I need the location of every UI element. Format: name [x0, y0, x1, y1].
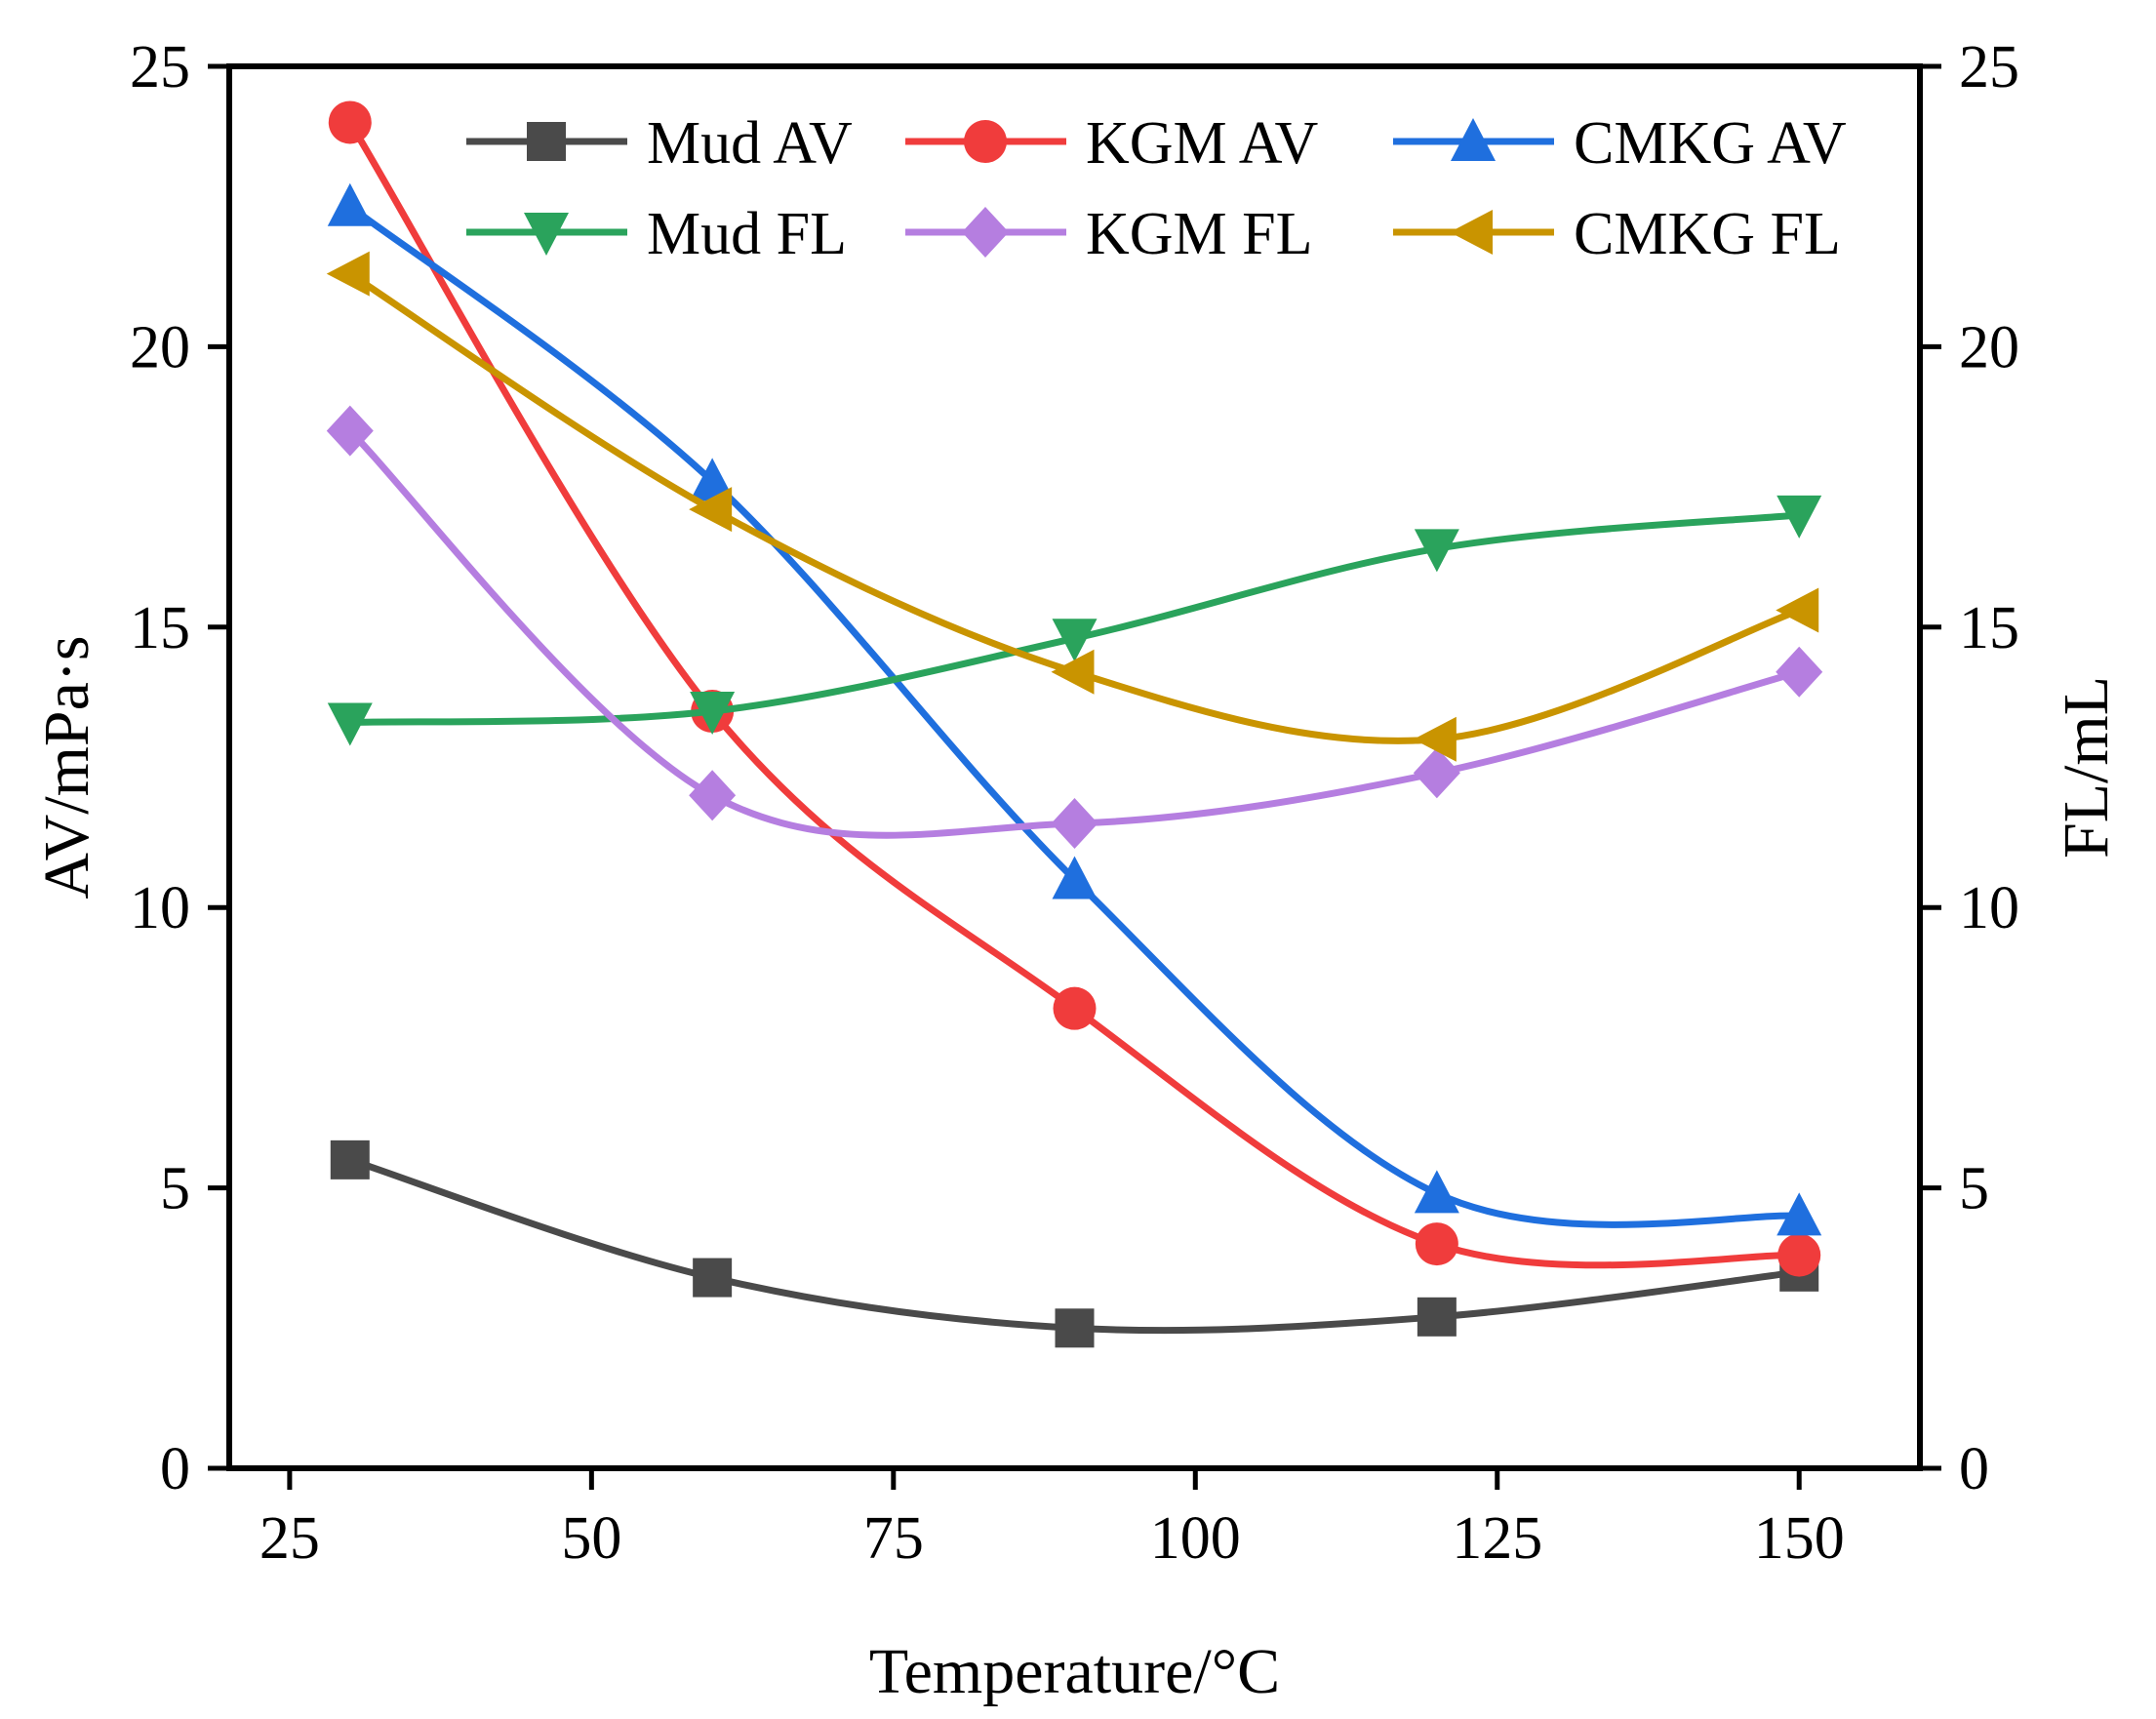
y2-tick-label: 20: [1959, 314, 2019, 380]
legend-marker: [1451, 118, 1496, 161]
x-tick-label: 50: [561, 1505, 621, 1572]
data-point: [689, 770, 737, 821]
legend-item: Mud FL: [466, 201, 847, 267]
plot-frame: [226, 63, 1923, 1471]
data-point: [1777, 1192, 1822, 1236]
legend-marker: [524, 213, 569, 256]
series-line: [346, 203, 1803, 1228]
y2-tick-label: 5: [1959, 1156, 1989, 1222]
y-tick-label: 15: [130, 595, 190, 661]
data-point: [1414, 1170, 1459, 1214]
data-point: [1413, 747, 1460, 799]
legend-marker: [527, 122, 566, 161]
data-point: [1053, 986, 1097, 1030]
y2-tick-label: 0: [1959, 1436, 1989, 1502]
data-point: [690, 458, 736, 501]
y2-tick-label: 25: [1959, 34, 2019, 100]
series-line: [346, 511, 1803, 727]
y2-axis-title: FL/mL: [2051, 676, 2122, 859]
data-point: [1776, 646, 1823, 698]
data-point: [327, 702, 373, 746]
series-line: [346, 118, 1803, 1269]
y-tick-label: 5: [160, 1156, 190, 1222]
data-point: [1777, 495, 1822, 539]
data-point: [690, 692, 736, 736]
legend-item: KGM FL: [905, 201, 1313, 267]
legend-label: CMKG AV: [1574, 110, 1847, 177]
y-tick-label: 10: [130, 875, 190, 941]
legend-item: KGM AV: [905, 110, 1319, 177]
data-point: [1051, 649, 1095, 695]
series-kgm-fl: [326, 405, 1823, 849]
series-cmkg-av: [327, 182, 1822, 1236]
series-cmkg-fl: [326, 251, 1819, 762]
data-point: [1777, 1233, 1821, 1277]
series-mud-av: [330, 1139, 1819, 1348]
data-point: [1052, 856, 1098, 899]
data-point: [693, 1258, 733, 1298]
x-tick-label: 100: [1150, 1505, 1241, 1572]
legend-label: CMKG FL: [1574, 201, 1841, 267]
axes-layer: 25 50 75 100 125 150 0 5 10 15 20 25 0 5 10 15 20 25: [130, 34, 2019, 1572]
legend-item: Mud AV: [466, 110, 853, 177]
legend-label: Mud FL: [647, 201, 847, 267]
data-point: [1417, 1297, 1457, 1337]
data-point: [1051, 797, 1098, 849]
legend-label: Mud AV: [647, 110, 853, 177]
legend-label: KGM FL: [1086, 201, 1313, 267]
data-point: [326, 251, 370, 297]
y-axis-title: AV/mPa·s: [31, 635, 102, 899]
series-layer: [326, 100, 1823, 1348]
x-tick-label: 75: [863, 1505, 924, 1572]
data-point: [1415, 1222, 1458, 1266]
data-point: [1055, 1308, 1095, 1348]
legend-item: CMKG AV: [1393, 110, 1847, 177]
data-point: [1776, 587, 1819, 633]
legend-marker: [1450, 210, 1493, 255]
data-point: [1414, 529, 1459, 573]
x-tick-label: 150: [1754, 1505, 1845, 1572]
y2-tick-label: 10: [1959, 875, 2019, 941]
series-line: [346, 1156, 1803, 1335]
legend: Mud AV KGM AV CMKG AV Mud FL KGM FL CMKG FL: [466, 110, 1847, 267]
legend-marker: [964, 120, 1007, 163]
data-point: [1413, 716, 1457, 762]
x-tick-label: 25: [260, 1505, 320, 1572]
y-tick-label: 0: [160, 1436, 190, 1502]
data-point: [326, 405, 374, 457]
y-tick-label: 25: [130, 34, 190, 100]
data-point: [1052, 619, 1098, 662]
data-point: [330, 1139, 370, 1179]
legend-label: KGM AV: [1086, 110, 1319, 177]
data-point: [689, 487, 733, 533]
x-axis-title: Temperature/°C: [869, 1636, 1280, 1707]
y-tick-label: 20: [130, 314, 190, 380]
series-mud-fl: [327, 495, 1822, 746]
legend-item: CMKG FL: [1393, 201, 1841, 267]
data-point: [327, 182, 373, 226]
series-kgm-av: [328, 100, 1821, 1277]
data-point: [328, 100, 372, 144]
y2-tick-label: 15: [1959, 595, 2019, 661]
x-tick-label: 125: [1452, 1505, 1542, 1572]
legend-marker: [962, 207, 1009, 258]
